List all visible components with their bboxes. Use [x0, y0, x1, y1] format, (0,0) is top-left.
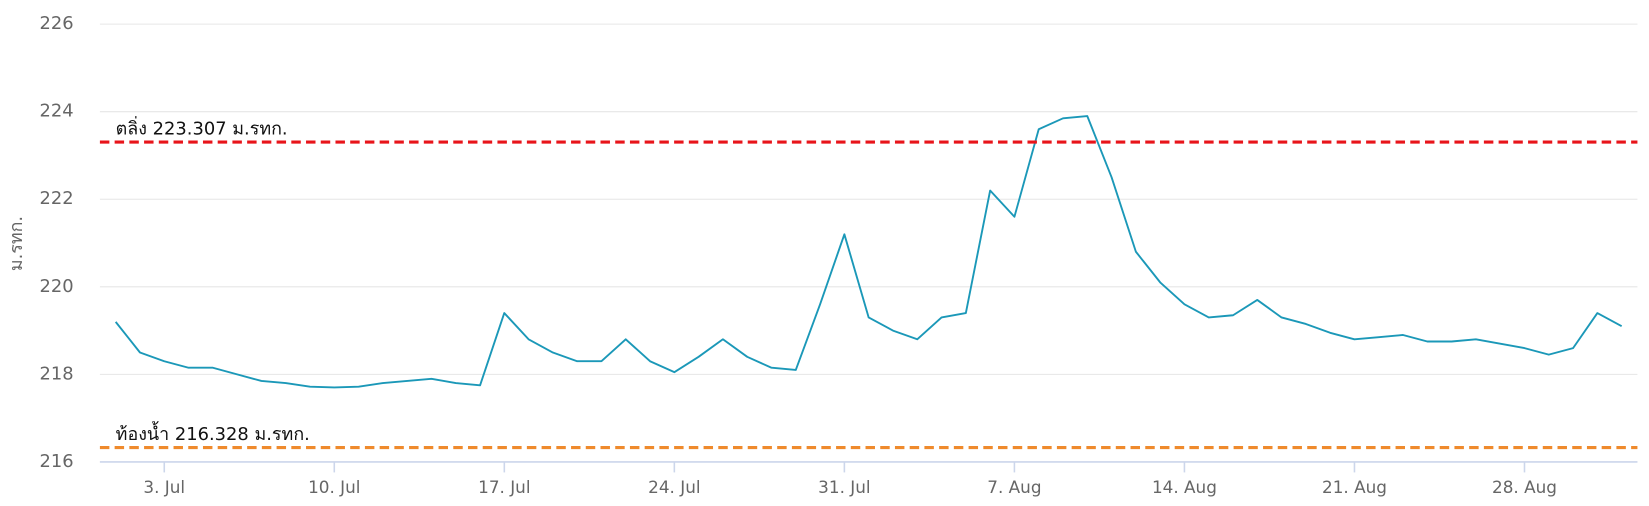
x-tick-label: 14. Aug [1152, 477, 1217, 497]
x-tick-label: 28. Aug [1492, 477, 1557, 497]
x-tick-label: 24. Jul [648, 477, 700, 497]
x-tick-label: 21. Aug [1322, 477, 1387, 497]
x-tick-label: 10. Jul [308, 477, 360, 497]
y-tick-label: 218 [39, 363, 73, 384]
x-tick-label: 31. Jul [818, 477, 870, 497]
reference-label: ตลิ่ง 223.307 ม.รทก. [116, 115, 288, 139]
y-axis-title: ม.รทก. [6, 216, 27, 271]
x-tick-label: 17. Jul [478, 477, 530, 497]
y-tick-label: 220 [39, 276, 73, 297]
y-tick-label: 224 [39, 101, 73, 122]
data-line [114, 115, 1623, 389]
y-tick-label: 222 [39, 188, 73, 209]
y-tick-label: 216 [39, 451, 73, 472]
x-tick-label: 3. Jul [143, 477, 185, 497]
reference-label: ท้องน้ำ 216.328 ม.รทก. [116, 421, 310, 445]
x-tick-label: 7. Aug [987, 477, 1041, 497]
y-tick-label: 226 [39, 13, 73, 34]
